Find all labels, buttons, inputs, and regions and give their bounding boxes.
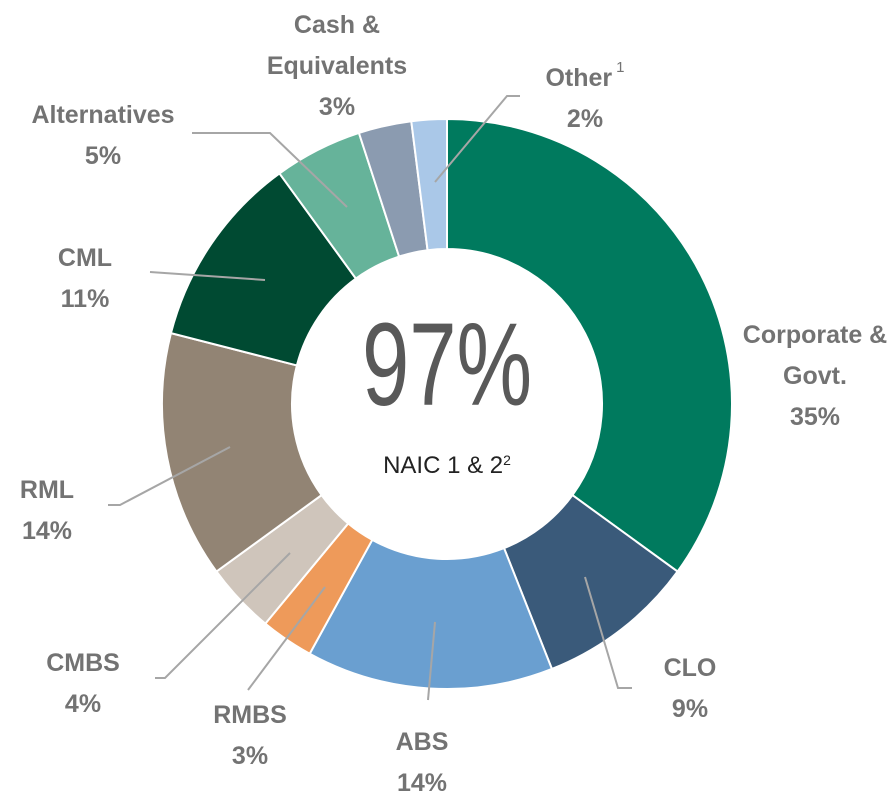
category-name: CML: [57, 244, 113, 272]
value-label: 14%: [396, 769, 448, 797]
category-name: Alternatives: [31, 101, 175, 129]
category-name: RMBS: [213, 701, 287, 729]
category-name: ABS: [395, 728, 449, 756]
data-label: CML 11%: [30, 238, 140, 320]
value-label: 3%: [231, 742, 269, 770]
leader-line: [427, 621, 436, 701]
value-label: 4%: [64, 690, 102, 718]
leader-line: [108, 446, 231, 506]
data-label: Cash & Equivalents 3%: [252, 5, 422, 128]
footnote-mark: 1: [616, 59, 625, 76]
leader-line: [434, 95, 520, 183]
value-label: 9%: [671, 695, 709, 723]
donut-segment: [446, 117, 733, 573]
category-name: Other: [545, 64, 613, 92]
leader-line: [149, 271, 266, 281]
value-label: 35%: [789, 403, 841, 431]
data-label: ABS 14%: [362, 722, 482, 798]
leader-line: [247, 586, 326, 691]
caption-note: 2: [503, 452, 511, 468]
value-label: 2%: [566, 105, 604, 133]
leader-line: [155, 552, 291, 679]
data-label: RMBS 3%: [190, 695, 310, 777]
value-label: 14%: [21, 517, 73, 545]
caption-text: NAIC 1 & 2: [383, 452, 504, 479]
data-label: Other 1 2%: [515, 58, 655, 140]
data-label: CLO 9%: [630, 648, 750, 730]
value-label: 3%: [318, 93, 356, 121]
category-name: Corporate & Govt.: [742, 321, 888, 390]
center-value: 97%: [361, 299, 533, 431]
value-label: 5%: [84, 142, 122, 170]
center-caption: NAIC 1 & 22: [297, 452, 597, 480]
data-label: CMBS 4%: [23, 643, 143, 725]
donut-segment: [410, 117, 448, 252]
category-name: CMBS: [46, 649, 120, 677]
leader-line: [584, 576, 632, 689]
data-label: Corporate & Govt. 35%: [735, 315, 894, 438]
value-label: 11%: [60, 285, 110, 313]
category-name: CLO: [663, 654, 717, 682]
data-label: Alternatives 5%: [3, 95, 203, 177]
leader-line: [192, 132, 348, 208]
category-name: RML: [19, 476, 75, 504]
data-label: RML 14%: [0, 470, 97, 552]
category-name: Cash & Equivalents: [266, 11, 408, 80]
